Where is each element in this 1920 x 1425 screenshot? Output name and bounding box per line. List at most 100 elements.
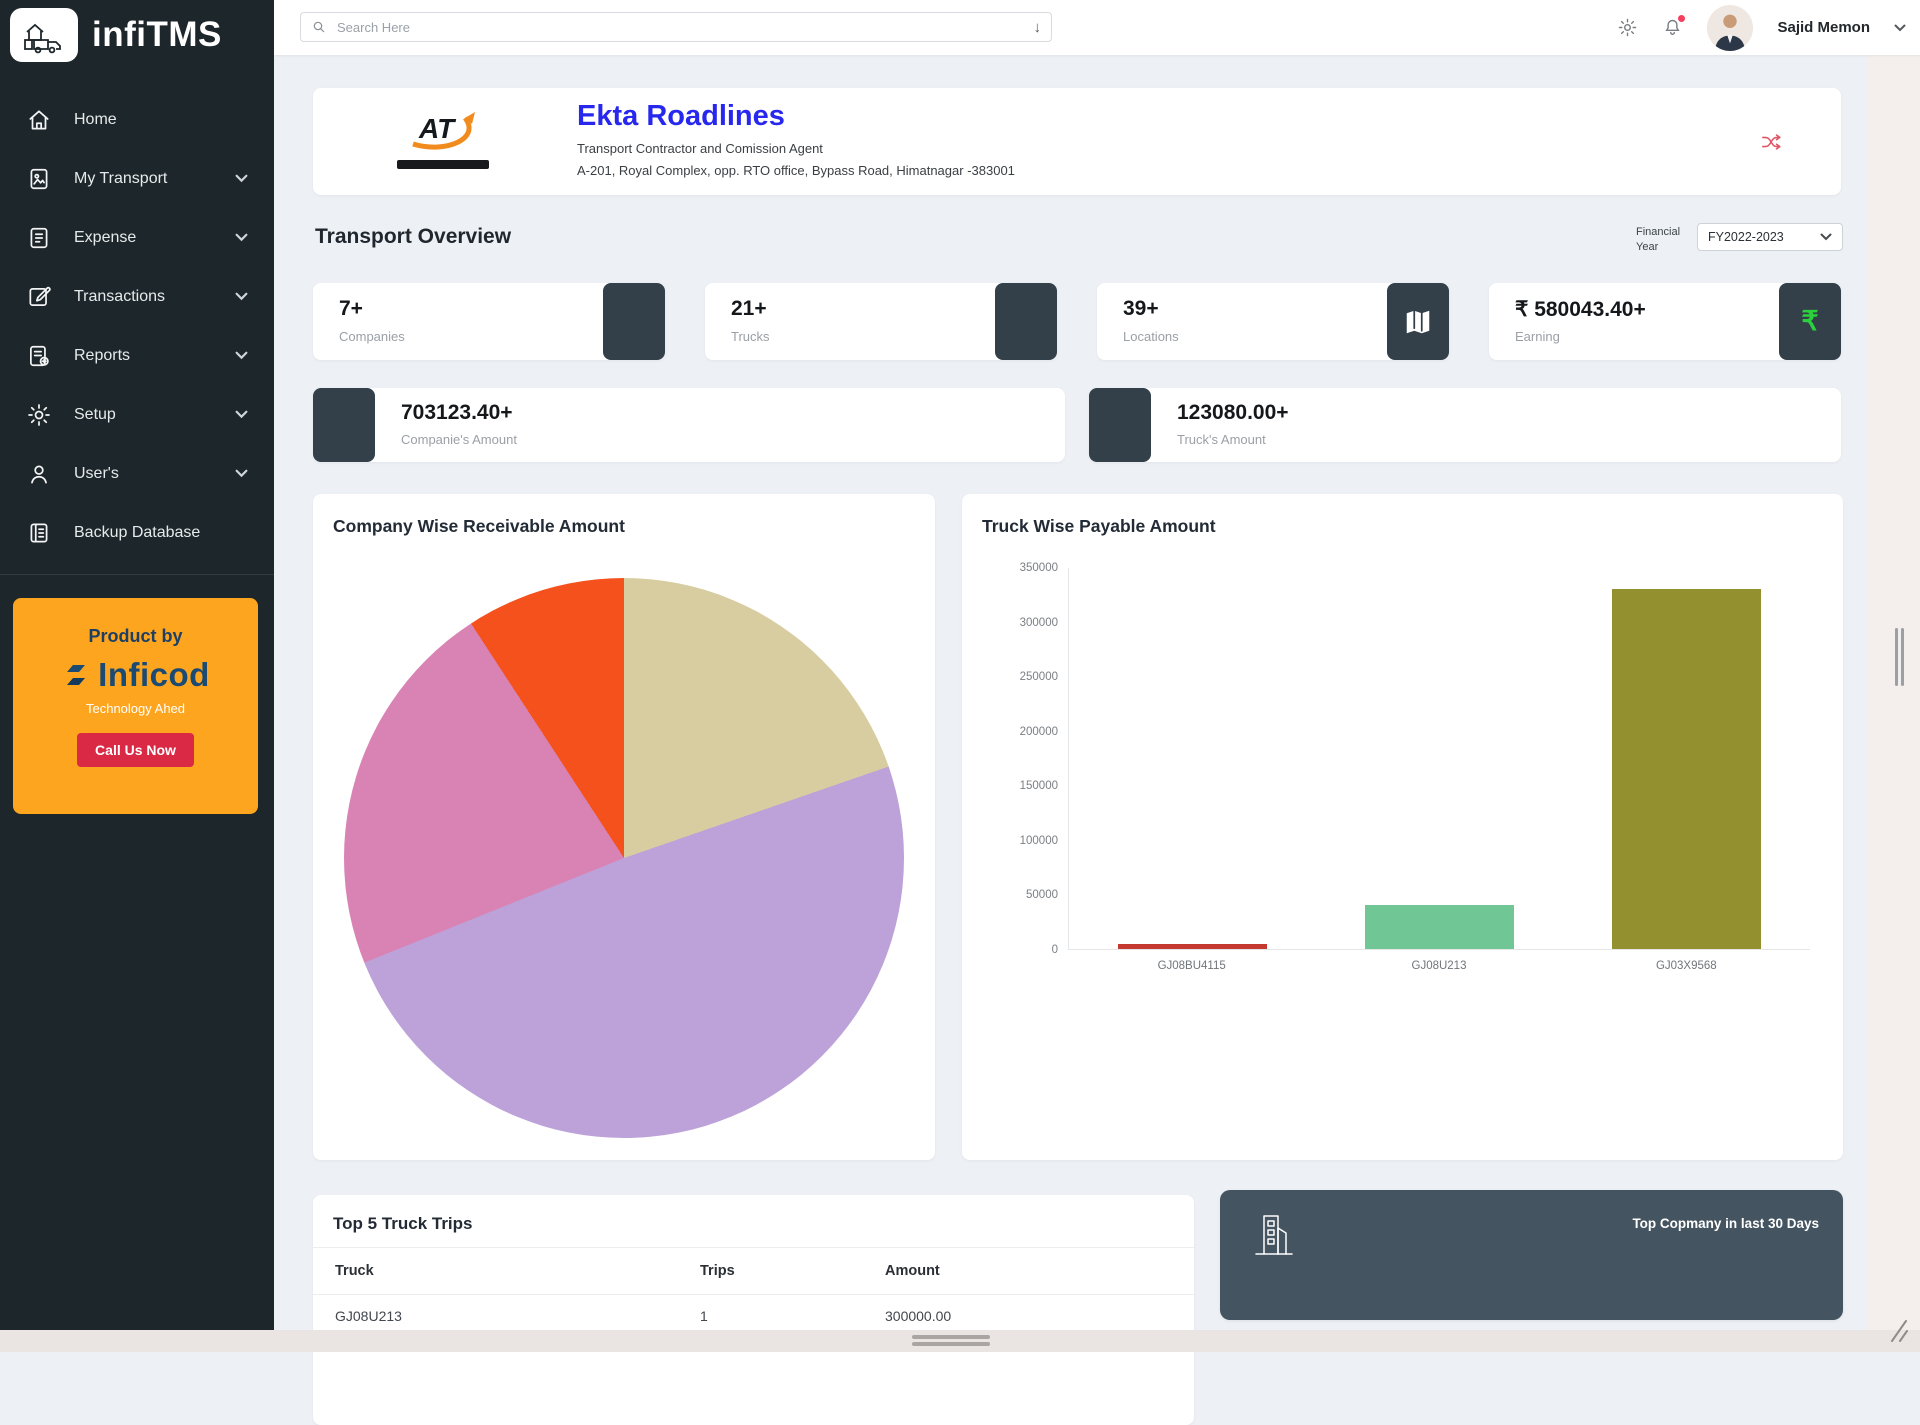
y-axis-tick: 250000	[1019, 671, 1058, 684]
promo-card: Product by Inficod Technology Ahed Call …	[13, 598, 258, 814]
company-subtitle: Transport Contractor and Comission Agent	[577, 141, 823, 156]
section-title-transport-overview: Transport Overview	[315, 225, 512, 248]
stat-label: Earning	[1515, 329, 1560, 344]
resize-corner-handle[interactable]	[1882, 1319, 1908, 1348]
amount-label: Companie's Amount	[401, 432, 517, 447]
bar-chart-title: Truck Wise Payable Amount	[982, 516, 1216, 536]
pie-chart-card: Company Wise Receivable Amount	[313, 494, 935, 1160]
truck-logo-icon	[10, 8, 78, 62]
sidebar-item-home[interactable]: Home	[0, 90, 274, 149]
stat-value: ₹ 580043.40+	[1515, 298, 1646, 321]
notification-badge	[1678, 15, 1686, 22]
sidebar-item-my-transport[interactable]: My Transport	[0, 149, 274, 208]
y-axis-tick: 200000	[1019, 725, 1058, 738]
amount-value: 703123.40+	[401, 401, 513, 424]
transactions-icon	[26, 284, 52, 310]
user-name[interactable]: Sajid Memon	[1777, 19, 1870, 36]
top-company-title: Top Copmany in last 30 Days	[1632, 1216, 1819, 1231]
bar-chart-card: Truck Wise Payable Amount 0 50000 100000 15…	[962, 494, 1843, 1160]
receivable-pie-chart[interactable]	[344, 578, 904, 1138]
amount-card-companie-s-amount[interactable]: 703123.40+ Companie's Amount	[313, 388, 1065, 462]
amount-label: Truck's Amount	[1177, 432, 1266, 447]
stat-card-locations[interactable]: 39+ Locations	[1097, 283, 1449, 360]
sidebar-item-transactions[interactable]: Transactions	[0, 267, 274, 326]
x-axis-label: GJ03X9568	[1655, 960, 1717, 972]
building-icon	[603, 283, 665, 360]
y-axis-tick: 50000	[1026, 889, 1058, 902]
user-menu-chevron-icon[interactable]	[1894, 24, 1906, 32]
amount-value: 123080.00+	[1177, 401, 1289, 424]
shuffle-icon[interactable]	[1761, 133, 1783, 156]
stats-row: 7+ Companies 21+ Trucks 39+ Locations ₹ 580043…	[313, 283, 1841, 360]
y-axis-tick: 0	[1051, 944, 1058, 956]
col-amount: Amount	[885, 1263, 940, 1279]
financial-year-value: FY2022-2023	[1708, 230, 1784, 244]
search-icon	[313, 21, 325, 33]
payable-bar-chart[interactable]: 0 50000 100000 150000 200000 250000 300000 3500…	[982, 562, 1810, 956]
call-us-now-button[interactable]: Call Us Now	[77, 733, 194, 767]
company-header-card: AT Ekta Roadlines Transport Contractor a…	[313, 88, 1841, 195]
stat-card-companies[interactable]: 7+ Companies	[313, 283, 665, 360]
table-header: Truck Trips Amount	[313, 1248, 1194, 1295]
financial-year-label: Financial Year	[1636, 226, 1681, 253]
chevron-down-icon	[235, 465, 248, 483]
sidebar-item-label: Backup Database	[74, 523, 201, 541]
top-company-card: Top Copmany in last 30 Days	[1220, 1190, 1843, 1320]
promo-product-by: Product by	[88, 626, 183, 646]
sidebar-item-reports[interactable]: Reports	[0, 326, 274, 385]
company-logo: AT	[395, 102, 491, 169]
bottom-drag-handle[interactable]	[912, 1335, 990, 1349]
sidebar-nav: Home My Transport Expense Transactions Repor…	[0, 66, 274, 562]
company-address: A-201, Royal Complex, opp. RTO office, B…	[577, 163, 1015, 178]
search-box[interactable]: ↓	[300, 12, 1052, 42]
sidebar-divider	[0, 574, 274, 575]
sidebar-item-label: Setup	[74, 405, 116, 423]
sidebar-item-label: Home	[74, 110, 117, 128]
stat-label: Trucks	[731, 329, 770, 344]
chevron-down-icon	[1820, 233, 1832, 241]
bar-gj08bu4115[interactable]	[1118, 943, 1267, 949]
table-cell: GJ08U213	[335, 1308, 402, 1324]
chevron-down-icon	[235, 229, 248, 247]
bar-gj03x9568[interactable]	[1612, 588, 1761, 949]
col-trips: Trips	[700, 1263, 735, 1279]
col-truck: Truck	[335, 1263, 374, 1279]
stat-value: 7+	[339, 297, 363, 320]
setup-icon	[26, 402, 52, 428]
sidebar: infiTMS Home My Transport Expense Transacti…	[0, 0, 274, 1352]
chevron-down-icon	[235, 347, 248, 365]
y-axis-tick: 100000	[1019, 834, 1058, 847]
bottom-bar	[0, 1330, 1920, 1352]
home-icon	[26, 107, 52, 133]
x-axis-label: GJ08U213	[1411, 960, 1467, 972]
company-name[interactable]: Ekta Roadlines	[577, 100, 785, 132]
settings-gear-icon[interactable]	[1617, 17, 1638, 38]
user-avatar[interactable]	[1707, 4, 1754, 51]
building-icon	[1248, 1208, 1298, 1265]
brand-name: infiTMS	[92, 15, 222, 54]
y-axis-tick: 350000	[1019, 562, 1058, 574]
right-drag-handle[interactable]	[1895, 628, 1904, 686]
building-icon	[313, 388, 375, 462]
sidebar-item-setup[interactable]: Setup	[0, 385, 274, 444]
promo-tagline: Technology Ahed	[85, 701, 186, 716]
stat-card-earning[interactable]: ₹ 580043.40+ Earning ₹	[1489, 283, 1841, 360]
sidebar-item-expense[interactable]: Expense	[0, 208, 274, 267]
x-axis-label: GJ08BU4115	[1157, 960, 1226, 972]
notifications-bell-icon[interactable]	[1662, 15, 1686, 38]
bar-gj08u213[interactable]	[1365, 905, 1514, 949]
stat-card-trucks[interactable]: 21+ Trucks	[705, 283, 1057, 360]
top-trips-table-card: Top 5 Truck Trips Truck Trips Amount GJ0…	[313, 1195, 1194, 1425]
y-axis-tick: 150000	[1019, 780, 1058, 793]
financial-year-select[interactable]: FY2022-2023	[1697, 223, 1843, 251]
stat-value: 39+	[1123, 297, 1159, 320]
topbar: ↓ Sajid Memon	[274, 0, 1920, 55]
company-logo-bar	[397, 160, 489, 169]
search-input[interactable]	[335, 18, 1034, 36]
app-brand[interactable]: infiTMS	[0, 0, 274, 66]
sidebar-item-user-s[interactable]: User's	[0, 444, 274, 503]
amount-card-truck-s-amount[interactable]: 123080.00+ Truck's Amount	[1089, 388, 1841, 462]
sidebar-item-label: Transactions	[74, 287, 165, 305]
sidebar-item-label: Expense	[74, 228, 137, 246]
sidebar-item-backup-database[interactable]: Backup Database	[0, 503, 274, 562]
